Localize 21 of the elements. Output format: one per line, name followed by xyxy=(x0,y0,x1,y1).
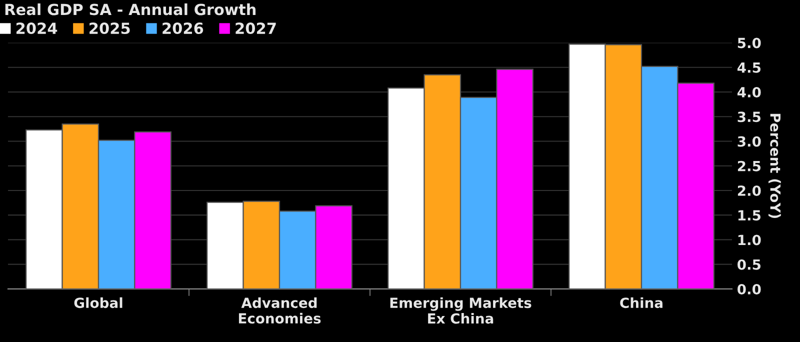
y-tick-label: 3.5 xyxy=(738,112,760,122)
y-tick-label: 1.5 xyxy=(738,210,760,221)
x-tick-label: Advanced Economies xyxy=(238,297,321,324)
y-tick-label: 3.0 xyxy=(738,136,761,147)
chart-title: Real GDP SA - Annual Growth xyxy=(5,3,256,16)
legend-label: 2025 xyxy=(90,22,130,34)
y-tick-label: 4.0 xyxy=(737,86,761,98)
y-tick-label: 5.0 xyxy=(738,38,761,48)
x-tick-label: China xyxy=(620,297,662,308)
y-tick-label: 2.5 xyxy=(738,160,760,172)
legend-label: 2024 xyxy=(16,22,58,34)
legend-label: 2027 xyxy=(236,22,276,34)
x-tick-label: Global xyxy=(74,297,122,308)
y-tick-label: 1.0 xyxy=(738,234,761,246)
legend-label: 2026 xyxy=(162,22,204,34)
y-tick-label: 0.0 xyxy=(738,284,761,294)
y-tick-label: 0.5 xyxy=(738,259,760,270)
y-tick-label: 2.0 xyxy=(738,185,761,196)
y-axis-title: Percent (YoY) xyxy=(768,114,781,218)
y-tick-label: 4.5 xyxy=(737,62,760,73)
x-tick-label: Emerging Markets Ex China xyxy=(390,297,532,324)
